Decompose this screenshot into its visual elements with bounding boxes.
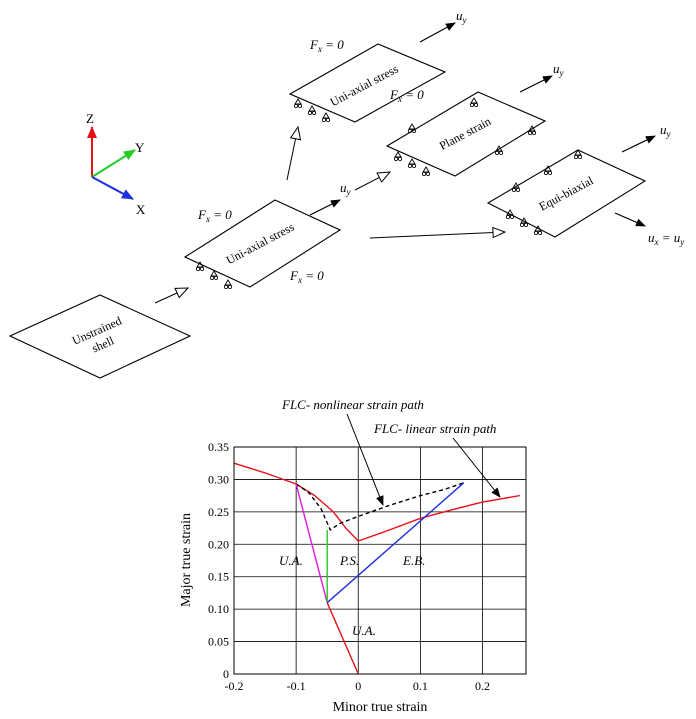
series-line-1	[295, 482, 465, 531]
equibiaxial-uy: uy	[660, 122, 671, 139]
flc-chart: -0.2 -0.1 0 0.1 0.200.050.100.150.200.250.30…	[179, 397, 527, 715]
y-tick-label: 0.05	[208, 635, 229, 649]
chart-frame	[233, 446, 527, 675]
annotation-linear: FLC- linear strain path	[373, 421, 496, 436]
y-tick-label: 0.20	[208, 537, 229, 551]
series-line-3	[295, 483, 328, 603]
annotation-ps: P.S.	[339, 553, 359, 568]
uniaxial-top-fx-top: Fx = 0	[309, 37, 344, 54]
chart-series	[233, 462, 520, 675]
plate-uniaxial-center: Uni-axial stress uy Fx = 0 Fx = 0	[183, 180, 351, 290]
x-axis-label: Minor true strain	[333, 700, 428, 715]
axis-x-label: X	[136, 202, 146, 217]
arrow-to-uniaxial	[154, 288, 188, 304]
annotation-ua-lower: U.A.	[352, 623, 376, 638]
annotation-ua-upper: U.A.	[279, 553, 303, 568]
annotation-linear-arrow	[452, 437, 501, 498]
equibiaxial-ux-eq-uy: ux = uy	[648, 230, 684, 247]
chart-ticks: -0.2 -0.1 0 0.1 0.200.050.100.150.200.250.30…	[208, 440, 490, 693]
uniaxial-center-fx-bottom: Fx = 0	[289, 268, 324, 285]
y-tick-label: 0.10	[208, 602, 229, 616]
annotation-nonlinear-arrow	[346, 413, 384, 506]
x-tick-label: -0.1	[287, 679, 306, 693]
x-tick-label: -0.2	[225, 679, 244, 693]
series-line-5	[326, 482, 465, 604]
uniaxial-top-uy: uy	[456, 8, 467, 25]
chart-grid	[233, 446, 526, 675]
uniaxial-center-fx-top: Fx = 0	[197, 207, 232, 224]
arrow-to-uniaxial-top	[286, 127, 298, 181]
annotation-nonlinear: FLC- nonlinear strain path	[281, 397, 424, 412]
plate-plane-strain: Plane strain uy	[385, 61, 564, 177]
plate-equibiaxial: Equi-biaxial uy ux = uy	[486, 122, 684, 247]
y-tick-label: 0	[223, 667, 229, 681]
series-line-2	[326, 602, 359, 675]
x-tick-label: 0	[355, 679, 361, 693]
axis-y-label: Y	[135, 140, 145, 155]
y-tick-label: 0.30	[208, 472, 229, 486]
uniaxial-top-fx-bottom: Fx = 0	[389, 87, 424, 104]
y-tick-label: 0.15	[208, 570, 229, 584]
x-tick-label: 0.2	[475, 679, 490, 693]
arrow-to-plane-strain	[354, 172, 390, 191]
y-axis-label: Major true strain	[179, 513, 194, 607]
uniaxial-center-uy: uy	[340, 180, 351, 197]
axis-z-label: Z	[86, 111, 94, 126]
arrow-to-equibiaxial	[369, 232, 505, 239]
annotation-eb: E.B.	[402, 553, 425, 568]
series-line-0	[233, 462, 520, 542]
y-tick-label: 0.25	[208, 505, 229, 519]
axes-triad: Z Y X	[86, 111, 146, 217]
x-tick-label: 0.1	[413, 679, 428, 693]
plane-strain-uy: uy	[553, 61, 564, 78]
plate-uniaxial-top: Uni-axial stress uy Fx = 0 Fx = 0	[288, 8, 467, 123]
plate-unstrained: Unstrained shell	[8, 294, 192, 379]
y-tick-label: 0.35	[208, 440, 229, 454]
